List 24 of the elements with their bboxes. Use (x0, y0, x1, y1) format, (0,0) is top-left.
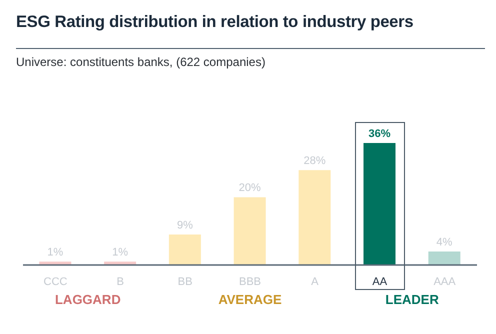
text: LAGGARD (54, 292, 122, 307)
x-tick-label: B (116, 276, 124, 288)
chart-subtitle: Universe: constituents banks, (622 companies) (16, 55, 266, 69)
chart-title: ESG Rating distribution in relation to industry peers (16, 13, 414, 32)
data-label: 9% (176, 220, 194, 232)
x-tick-label: AAA (434, 276, 456, 288)
text: AVERAGE (217, 292, 283, 307)
x-tick-label: BB (178, 276, 192, 288)
x-tick-label: AA (372, 276, 388, 288)
bar (364, 143, 396, 265)
bar (168, 234, 201, 265)
data-label: 36% (368, 128, 391, 140)
data-label: 1% (47, 246, 64, 259)
data-label: 28% (304, 155, 326, 168)
data-label: 1% (112, 246, 128, 259)
data-label: 4% (436, 236, 453, 248)
bar (234, 197, 266, 265)
text: LEADER (384, 292, 440, 307)
bar (298, 170, 331, 265)
x-tick-label: BBB (238, 276, 262, 288)
x-tick-label: A (311, 276, 320, 288)
bar (428, 251, 460, 265)
data-label: 20% (238, 182, 262, 194)
x-tick-label: CCC (44, 276, 68, 288)
